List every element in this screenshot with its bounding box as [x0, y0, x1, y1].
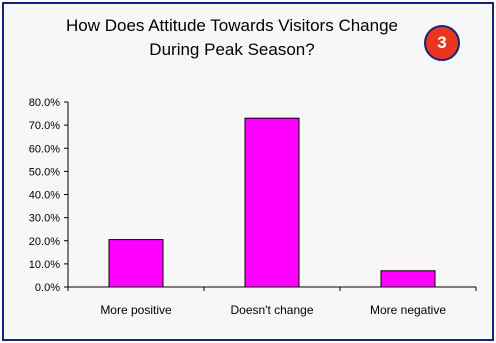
y-tick-label: 20.0%: [29, 236, 60, 248]
chart-title: How Does Attitude Towards Visitors Chang…: [66, 16, 398, 59]
bar-more-negative: [380, 270, 436, 288]
y-tick-label: 80.0%: [29, 97, 60, 109]
y-tick-label: 30.0%: [29, 213, 60, 225]
y-tick-label: 0.0%: [35, 282, 60, 294]
y-tick-label: 60.0%: [29, 143, 60, 155]
slide-number-badge: 3: [424, 25, 460, 61]
x-category-label: Doesn't change: [230, 303, 313, 317]
x-category-label: More positive: [100, 303, 172, 317]
bar-doesn-t-change: [244, 117, 300, 288]
y-tick-label: 50.0%: [29, 166, 60, 178]
bar-more-positive: [108, 239, 164, 288]
x-category-label: More negative: [370, 303, 446, 317]
y-tick-label: 10.0%: [29, 259, 60, 271]
y-tick-label: 70.0%: [29, 120, 60, 132]
y-tick-label: 40.0%: [29, 190, 60, 202]
